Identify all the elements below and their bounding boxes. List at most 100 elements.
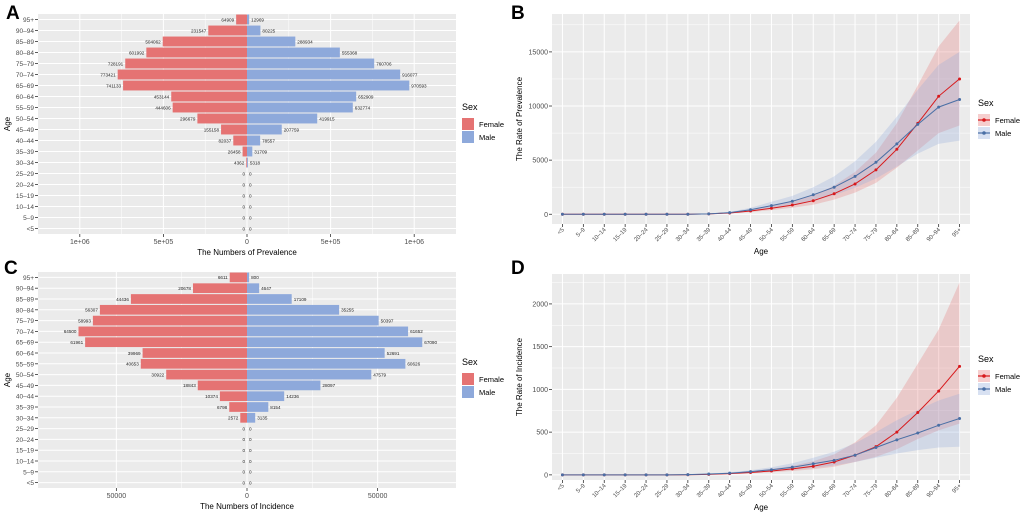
bar-label-male: 80225 — [262, 28, 275, 33]
x-tick-label: 1e+06 — [404, 239, 424, 246]
bar-label-female: 0 — [242, 426, 245, 431]
point-male — [644, 473, 648, 477]
x-tick-label: 20–24 — [633, 483, 650, 500]
bar-label-female: 64909 — [221, 17, 234, 22]
x-tick-label: 50–54 — [759, 483, 776, 500]
y-tick-label: 95+ — [23, 275, 34, 282]
legend-dot-male — [982, 387, 986, 391]
bar-label-male: 800 — [251, 275, 259, 280]
point-male — [749, 470, 753, 474]
bar-female — [192, 283, 247, 294]
y-tick-label: 65–69 — [16, 340, 34, 347]
panel-letter-a: A — [6, 3, 20, 24]
bar-label-female: 0 — [242, 448, 245, 453]
x-tick-label: 85–89 — [905, 227, 922, 244]
bar-male — [247, 380, 321, 391]
point-male — [832, 185, 836, 189]
point-male — [916, 122, 920, 126]
chart-b: 0 5000 10000 15000 <5 5–9 10–14 15–19 20–24 25–29… — [515, 14, 970, 256]
bar-label-female: 56307 — [85, 308, 98, 313]
y-tick-label: 50–54 — [16, 116, 34, 123]
x-tick-label: 80–84 — [884, 483, 901, 500]
bar-female — [197, 380, 247, 391]
bar-male — [247, 283, 260, 294]
point-male — [937, 105, 941, 109]
legend-title: Sex — [978, 354, 994, 364]
legend-label-male: Male — [995, 385, 1011, 394]
bar-label-female: 40653 — [126, 362, 139, 367]
bar-label-female: 0 — [242, 171, 245, 176]
point-male — [790, 465, 794, 469]
x-tick-label: 70–74 — [842, 227, 859, 244]
y-tick-label: 45–49 — [16, 383, 34, 390]
bar-label-male: 28097 — [322, 383, 335, 388]
point-male — [790, 199, 794, 203]
y-tick-label: 20–24 — [16, 182, 34, 189]
bar-label-male: 60626 — [407, 362, 420, 367]
bar-label-female: 58993 — [78, 318, 91, 323]
bar-label-male: 555368 — [342, 50, 358, 55]
bar-female — [233, 135, 247, 146]
bar-label-male: 4647 — [261, 286, 272, 291]
point-male — [728, 471, 732, 475]
panel-letter-c: C — [4, 258, 18, 279]
bar-label-male: 17109 — [294, 297, 307, 302]
x-tick-label: 30–34 — [675, 483, 692, 500]
y-tick-label: 1500 — [532, 344, 548, 351]
bar-label-female: 0 — [242, 204, 245, 209]
y-tick-label: 65–69 — [16, 83, 34, 90]
legend-dot-female — [982, 118, 986, 122]
point-female — [916, 410, 920, 414]
point-female — [811, 199, 815, 203]
y-tick-label: 55–59 — [16, 105, 34, 112]
panel-letter-b: B — [511, 3, 525, 24]
bar-label-female: 10374 — [205, 394, 218, 399]
y-tick-label: <5 — [27, 480, 35, 487]
y-tick-label: 15000 — [529, 49, 549, 56]
series-line-male — [562, 418, 960, 476]
x-tick-label: <5 — [557, 483, 567, 493]
bar-female — [92, 315, 247, 326]
bar-label-female: 773421 — [100, 72, 116, 77]
point-male — [644, 212, 648, 216]
point-male — [686, 473, 690, 477]
bar-male — [247, 135, 261, 146]
y-tick-label: 80–84 — [16, 50, 34, 57]
x-tick-label: 25–29 — [654, 227, 671, 244]
y-tick-label: 95+ — [23, 17, 34, 24]
legend-label-female: Female — [479, 120, 504, 129]
point-male — [811, 193, 815, 197]
bar-male — [247, 412, 256, 423]
legend-key-male — [462, 386, 474, 398]
bar-label-male: 52691 — [387, 351, 400, 356]
bar-label-female: 2572 — [228, 416, 239, 421]
x-tick-label: 40–44 — [717, 483, 734, 500]
bar-label-female: 39969 — [128, 351, 141, 356]
point-male — [916, 431, 920, 435]
point-male — [623, 212, 627, 216]
point-male — [707, 212, 711, 216]
bar-male — [247, 337, 423, 348]
legend-label-male: Male — [479, 133, 495, 142]
bar-male — [247, 157, 248, 168]
bar-label-female: 64500 — [64, 329, 77, 334]
y-tick-label: 20–24 — [16, 437, 34, 444]
x-tick-label: 60–64 — [801, 227, 818, 244]
x-tick-label: 50000 — [368, 493, 388, 500]
bar-label-male: 0 — [249, 426, 252, 431]
point-male — [581, 212, 585, 216]
point-male — [749, 208, 753, 212]
x-tick-label: 65–69 — [822, 483, 839, 500]
x-tick-label: 15–19 — [613, 483, 630, 500]
y-tick-label: 40–44 — [16, 138, 34, 145]
point-male — [853, 453, 857, 457]
bar-label-female: 6798 — [217, 405, 228, 410]
bar-female — [221, 124, 247, 135]
x-tick-label: 50000 — [107, 493, 127, 500]
bar-label-female: 296679 — [180, 116, 196, 121]
bar-label-male: 0 — [249, 215, 252, 220]
bar-label-male: 0 — [249, 182, 252, 187]
point-male — [602, 473, 606, 477]
